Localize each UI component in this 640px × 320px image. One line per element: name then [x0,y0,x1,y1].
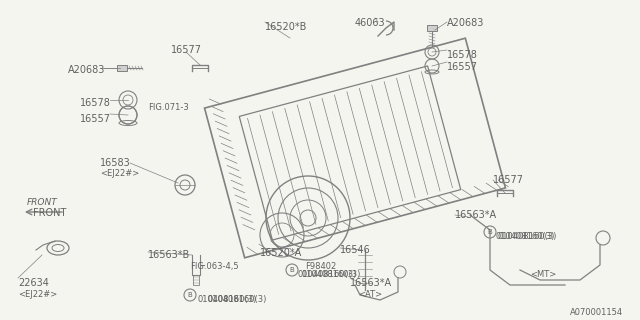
Text: A20683: A20683 [68,65,106,75]
Text: <EJ22#>: <EJ22#> [100,169,140,178]
Text: <MT>: <MT> [530,270,556,279]
Text: 010408160(3): 010408160(3) [298,270,357,279]
Text: 22634: 22634 [18,278,49,288]
Bar [117,65,127,71]
Text: B: B [188,292,193,298]
Text: 16577: 16577 [493,175,524,185]
Text: 16583: 16583 [100,158,131,168]
Text: 010408160(3): 010408160(3) [496,232,556,241]
Text: B: B [488,229,492,235]
Text: 46063: 46063 [355,18,386,28]
Text: 010408160(3): 010408160(3) [497,232,556,241]
Text: 16520*A: 16520*A [260,248,302,258]
Text: 16520*B: 16520*B [265,22,307,32]
Text: 16578: 16578 [80,98,111,108]
Text: FRONT: FRONT [27,198,58,207]
Text: 16578: 16578 [447,50,478,60]
Text: 010408160(3): 010408160(3) [301,270,360,279]
Text: 010408160(3): 010408160(3) [198,295,257,304]
Text: A070001154: A070001154 [570,308,623,317]
Bar [427,25,437,31]
Text: FRONT: FRONT [33,208,67,218]
Bar [193,275,199,285]
Text: <EJ22#>: <EJ22#> [18,290,57,299]
Text: <AT>: <AT> [358,290,382,299]
Text: 010408160(3): 010408160(3) [207,295,266,304]
Text: 16563*A: 16563*A [350,278,392,288]
Text: B: B [290,267,294,273]
Text: F98402: F98402 [305,262,336,271]
Text: FIG.071-3: FIG.071-3 [148,103,189,112]
Text: 16577: 16577 [170,45,202,55]
Text: 16557: 16557 [447,62,478,72]
Text: A20683: A20683 [447,18,484,28]
Text: 16563*A: 16563*A [455,210,497,220]
Text: 16546: 16546 [340,245,371,255]
Text: FIG.063-4,5: FIG.063-4,5 [190,262,239,271]
Text: 16557: 16557 [80,114,111,124]
Text: 16563*B: 16563*B [148,250,190,260]
